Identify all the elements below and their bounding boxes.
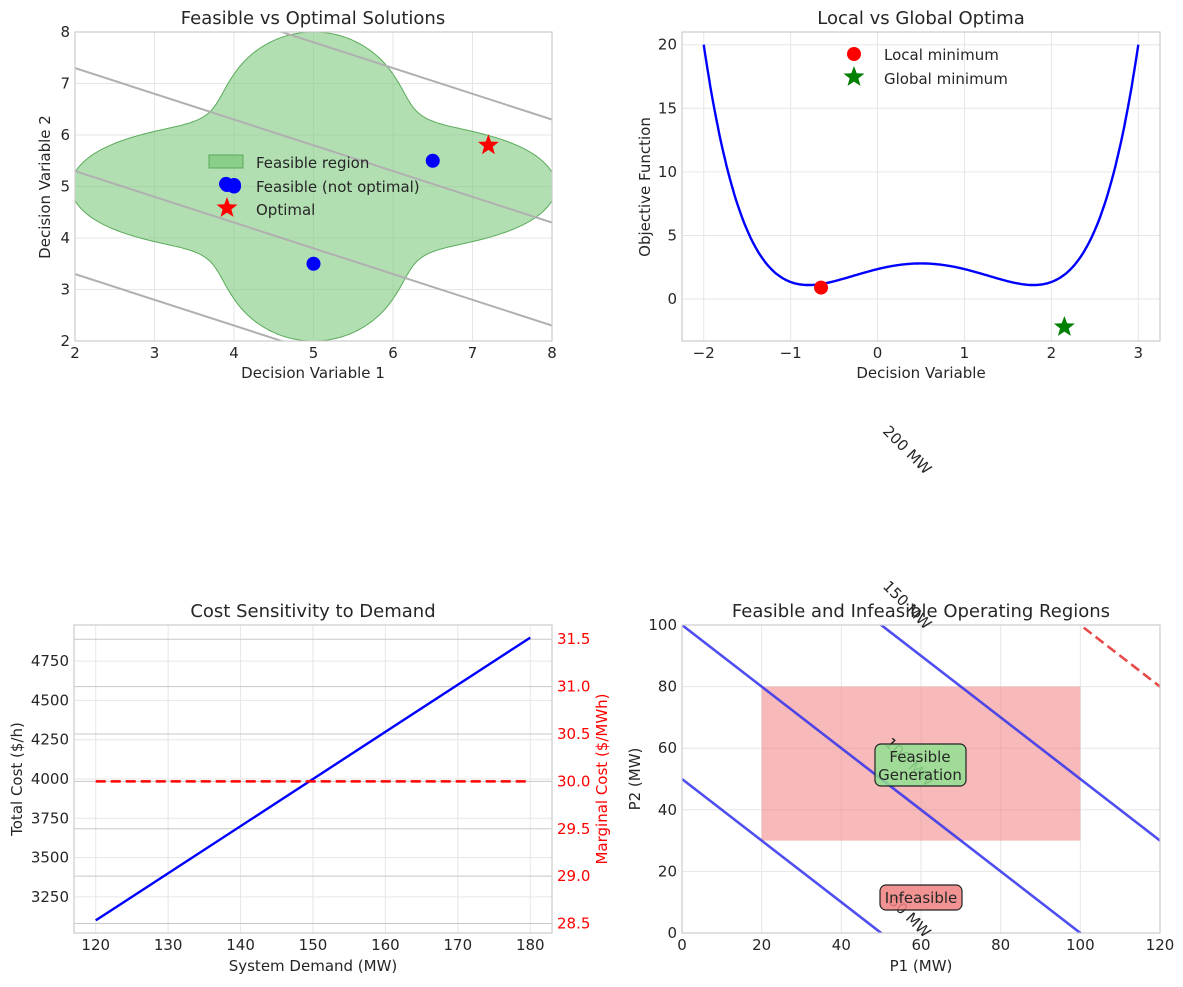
y-tick-label: 10	[658, 163, 677, 181]
x-tick-label: 0	[873, 344, 883, 362]
x-tick-label: 160	[371, 936, 400, 954]
y-tick-label: 5	[60, 178, 70, 196]
right-y-tick-label: 30.5	[557, 725, 590, 743]
legend-label-region: Feasible region	[256, 154, 369, 172]
y-tick-label: 4000	[31, 770, 69, 788]
y-tick-label: 4	[60, 229, 70, 247]
y-tick-label: 3750	[31, 809, 69, 827]
y-tick-label: 8	[60, 23, 70, 41]
x-axis-label: Decision Variable	[856, 364, 985, 382]
y-tick-label: 6	[60, 126, 70, 144]
y-tick-label: 3	[60, 281, 70, 299]
feasible-point	[426, 154, 440, 168]
chart-title: Cost Sensitivity to Demand	[190, 601, 435, 622]
panel-cost-sensitivity: 120 130 140 150 160 170 180 3250 3500 3750 4000 42…	[8, 601, 611, 975]
y-tick-label: 40	[658, 801, 677, 819]
x-ticks: 2 3 4 5 6 7 8	[70, 344, 557, 362]
chart-title: Feasible vs Optimal Solutions	[181, 8, 445, 29]
x-tick-label: 140	[226, 936, 255, 954]
y-tick-label: 5	[667, 226, 677, 244]
local-minimum-point	[814, 281, 828, 295]
y-tick-label: 4500	[31, 691, 69, 709]
feasible-point	[307, 257, 321, 271]
panel-feasible-vs-optimal: 2 3 4 5 6 7 8 2 3 4 5 6 7 8 Feasible vs Optimal Solu…	[0, 0, 632, 454]
x-tick-label: 120	[81, 936, 110, 954]
y-axis-label: Total Cost ($/h)	[8, 722, 26, 837]
x-tick-label: 0	[677, 936, 687, 954]
x-tick-label: 180	[516, 936, 545, 954]
x-tick-label: 150	[299, 936, 328, 954]
y-tick-label: 4250	[31, 731, 69, 749]
x-tick-label: 5	[309, 344, 319, 362]
legend-label-local: Local minimum	[884, 46, 999, 64]
x-ticks: −2 −1 0 1 2 3	[693, 344, 1143, 362]
infeasible-annotation-text: Infeasible	[885, 889, 958, 907]
y-tick-label: 3250	[31, 888, 69, 906]
legend-marker-local	[847, 47, 861, 61]
legend-label-global: Global minimum	[884, 70, 1008, 88]
right-y-tick-label: 31.0	[557, 678, 590, 696]
x-tick-label: 40	[832, 936, 851, 954]
right-y-tick-label: 30.0	[557, 772, 590, 790]
y-tick-label: 2	[60, 332, 70, 350]
right-y-tick-label: 29.0	[557, 867, 590, 885]
x-tick-label: 3	[1133, 344, 1143, 362]
x-tick-label: −2	[693, 344, 715, 362]
y-tick-label: 20	[658, 862, 677, 880]
y-ticks: 2 3 4 5 6 7 8	[60, 23, 70, 350]
x-axis-label: Decision Variable 1	[241, 364, 385, 382]
legend-label-feasible: Feasible (not optimal)	[256, 178, 420, 196]
right-y-axis-label: Marginal Cost ($/MWh)	[593, 693, 611, 864]
x-tick-label: 120	[1146, 936, 1175, 954]
x-axis-label: System Demand (MW)	[229, 957, 398, 975]
legend-label-optimal: Optimal	[256, 201, 315, 219]
x-tick-label: 6	[388, 344, 398, 362]
chart-title: Local vs Global Optima	[817, 8, 1024, 29]
y-tick-label: 0	[667, 924, 677, 942]
right-y-ticks: 28.5 29.0 29.5 30.0 30.5 31.0 31.5	[557, 630, 590, 932]
x-tick-label: 100	[1066, 936, 1095, 954]
y-ticks: 0 5 10 15 20	[658, 36, 677, 308]
x-tick-label: 20	[752, 936, 771, 954]
y-axis-label: P2 (MW)	[626, 748, 644, 811]
x-tick-label: 130	[154, 936, 183, 954]
y-tick-label: 15	[658, 99, 677, 117]
y-tick-label: 20	[658, 36, 677, 54]
panel-local-vs-global: −2 −1 0 1 2 3 0 5 10 15 20 Local vs Global Optima…	[636, 8, 1160, 382]
infeasible-annotation: Infeasible	[880, 885, 962, 910]
x-tick-label: 80	[991, 936, 1010, 954]
x-tick-label: 2	[70, 344, 80, 362]
x-ticks: 120 130 140 150 160 170 180	[81, 936, 544, 954]
y-tick-label: 0	[667, 290, 677, 308]
y-ticks: 3250 3500 3750 4000 4250 4500 4750	[31, 652, 69, 906]
x-tick-label: 170	[444, 936, 473, 954]
y-axis-label: Decision Variable 2	[36, 115, 54, 259]
x-tick-label: 3	[150, 344, 160, 362]
legend-swatch-region	[209, 155, 243, 168]
x-tick-label: 8	[547, 344, 557, 362]
x-tick-label: 2	[1047, 344, 1057, 362]
y-tick-label: 60	[658, 739, 677, 757]
y-tick-label: 100	[648, 616, 677, 634]
y-tick-label: 80	[658, 678, 677, 696]
x-tick-label: 7	[468, 344, 478, 362]
y-tick-label: 7	[60, 75, 70, 93]
right-y-tick-label: 31.5	[557, 630, 590, 648]
x-tick-label: −1	[780, 344, 802, 362]
y-axis-label: Objective Function	[636, 117, 654, 257]
y-tick-label: 4750	[31, 652, 69, 670]
legend-marker-feasible-2	[227, 178, 241, 192]
x-tick-label: 4	[229, 344, 239, 362]
right-y-tick-label: 28.5	[557, 915, 590, 933]
x-axis-label: P1 (MW)	[890, 957, 953, 975]
right-y-tick-label: 29.5	[557, 820, 590, 838]
y-tick-label: 3500	[31, 849, 69, 867]
y-ticks: 0 20 40 60 80 100	[648, 616, 677, 942]
contour-label-200: 200 MW	[879, 422, 935, 478]
x-tick-label: 1	[960, 344, 970, 362]
